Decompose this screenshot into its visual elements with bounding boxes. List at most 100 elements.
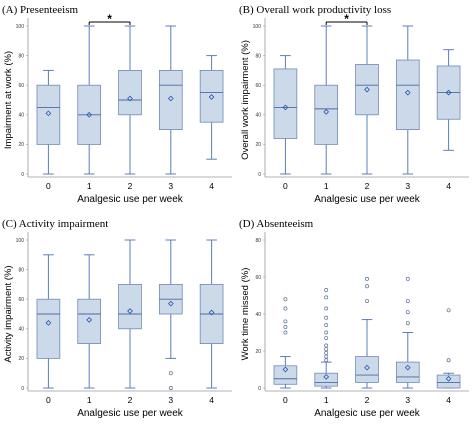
- y-tick-label: 40: [255, 312, 261, 318]
- box-iqr: [36, 84, 61, 145]
- mean-marker: [282, 366, 289, 373]
- y-tick-label: 40: [18, 113, 24, 119]
- activity-impairment-boxplot: (C) Activity impairment020406080100Activ…: [2, 218, 232, 419]
- x-axis-label: Analgesic use per week: [77, 194, 184, 205]
- significance-star: *: [107, 12, 112, 26]
- mean-marker: [208, 94, 215, 100]
- y-tick-label: 60: [255, 275, 261, 281]
- x-tick-label: 1: [324, 181, 329, 191]
- mean-marker: [445, 375, 452, 382]
- x-tick-label: 4: [446, 395, 451, 405]
- outlier-point: [405, 310, 410, 315]
- mean-marker: [404, 364, 411, 371]
- outlier-point: [365, 299, 369, 304]
- outlier-point: [324, 336, 329, 341]
- y-tick-label: 100: [16, 238, 25, 244]
- outlier-point: [168, 386, 173, 390]
- outlier-point: [283, 297, 288, 302]
- y-tick-label: 80: [255, 53, 261, 59]
- box-iqr: [273, 365, 298, 385]
- mean-marker: [86, 317, 93, 323]
- box-iqr: [77, 298, 102, 344]
- y-tick-label: 0: [21, 386, 24, 392]
- mean-marker: [323, 374, 330, 380]
- absenteeism-boxplot: (D) Absenteeism 0 20 40 60 80 Work time missed…: [239, 218, 469, 419]
- y-tick-label: 100: [16, 24, 25, 30]
- y-tick-label: 0: [21, 172, 24, 178]
- outlier-point: [446, 308, 451, 313]
- y-tick-label: 40: [18, 327, 24, 333]
- x-tick-label: 0: [46, 181, 51, 191]
- mean-marker: [45, 320, 52, 326]
- mean-marker: [167, 300, 174, 307]
- x-tick-label: 0: [46, 395, 51, 405]
- x-axis-label: Analgesic use per week: [77, 408, 184, 419]
- x-tick-label: 4: [209, 181, 214, 191]
- x-tick-label: 3: [168, 181, 173, 191]
- y-tick-label: 60: [18, 297, 24, 303]
- panel-overall-work-productivity-loss: (B) Overall work productivity loss 0 20 40 6…: [237, 0, 474, 214]
- box-iqr: [395, 361, 420, 383]
- panel-absenteeism: (D) Absenteeism 0 20 40 60 80 Work time missed…: [237, 214, 474, 428]
- y-axis-label: Impairment at work (%): [3, 51, 14, 149]
- panel-title: (D) Absenteeism: [239, 218, 314, 230]
- y-tick-label: 20: [255, 349, 261, 355]
- y-tick-label: 60: [18, 83, 24, 89]
- y-tick-label: 80: [18, 267, 24, 273]
- y-tick-label: 0: [258, 386, 261, 392]
- box-iqr: [199, 70, 224, 123]
- box-iqr: [314, 84, 339, 145]
- outlier-point: [365, 284, 369, 289]
- outlier-point: [324, 315, 329, 320]
- y-tick-label: 20: [255, 142, 261, 148]
- panel-presenteeism: (A) Presenteeism 0 20 40 60 80 100 Impairment a…: [0, 0, 237, 214]
- x-tick-label: 0: [283, 181, 288, 191]
- outlier-point: [168, 371, 173, 376]
- outlier-point: [405, 299, 410, 304]
- outlier-point: [283, 319, 288, 324]
- mean-marker: [167, 95, 174, 102]
- outlier-point: [324, 347, 329, 352]
- y-axis-label: Work time missed (%): [240, 268, 251, 361]
- panel-activity-impairment: (C) Activity impairment 0 20 40 60 80 100 Activ…: [0, 214, 237, 428]
- outlier-point: [324, 350, 329, 355]
- x-tick-label: 1: [87, 395, 92, 405]
- box-iqr: [118, 70, 142, 116]
- mean-marker: [127, 308, 133, 314]
- mean-marker: [86, 111, 93, 118]
- outlier-point: [324, 306, 329, 311]
- mean-marker: [364, 86, 370, 93]
- outlier-point: [324, 323, 329, 328]
- mean-marker: [404, 89, 411, 96]
- outlier-point: [405, 276, 410, 281]
- x-tick-label: 4: [209, 395, 214, 405]
- outlier-point: [446, 358, 451, 363]
- box-iqr: [36, 298, 61, 359]
- outlier-point: [324, 358, 329, 363]
- x-axis-label: Analgesic use per week: [314, 194, 421, 205]
- outlier-point: [324, 330, 329, 335]
- x-tick-label: 4: [446, 181, 451, 191]
- y-tick-label: 20: [18, 142, 24, 148]
- mean-marker: [323, 108, 330, 115]
- mean-marker: [45, 110, 52, 117]
- x-tick-label: 1: [87, 181, 92, 191]
- y-tick-label: 20: [18, 356, 24, 362]
- outlier-point: [283, 330, 288, 335]
- overall-work-impairment-boxplot: (B) Overall work productivity loss020406…: [239, 4, 469, 205]
- y-axis-label: Activity impairment (%): [3, 265, 14, 362]
- box-iqr: [273, 68, 298, 139]
- panel-title: (C) Activity impairment: [2, 218, 108, 230]
- panel-title: (A) Presenteeism: [2, 4, 79, 16]
- outlier-point: [405, 321, 410, 326]
- mean-marker: [282, 104, 289, 111]
- y-tick-label: 100: [253, 24, 262, 30]
- y-tick-label: 40: [255, 113, 261, 119]
- y-tick-label: 80: [255, 238, 261, 244]
- outlier-point: [324, 343, 329, 348]
- outlier-point: [324, 287, 329, 292]
- x-tick-label: 2: [365, 181, 370, 191]
- mean-marker: [445, 89, 452, 96]
- y-axis-label: Overall work impairment (%): [240, 40, 251, 160]
